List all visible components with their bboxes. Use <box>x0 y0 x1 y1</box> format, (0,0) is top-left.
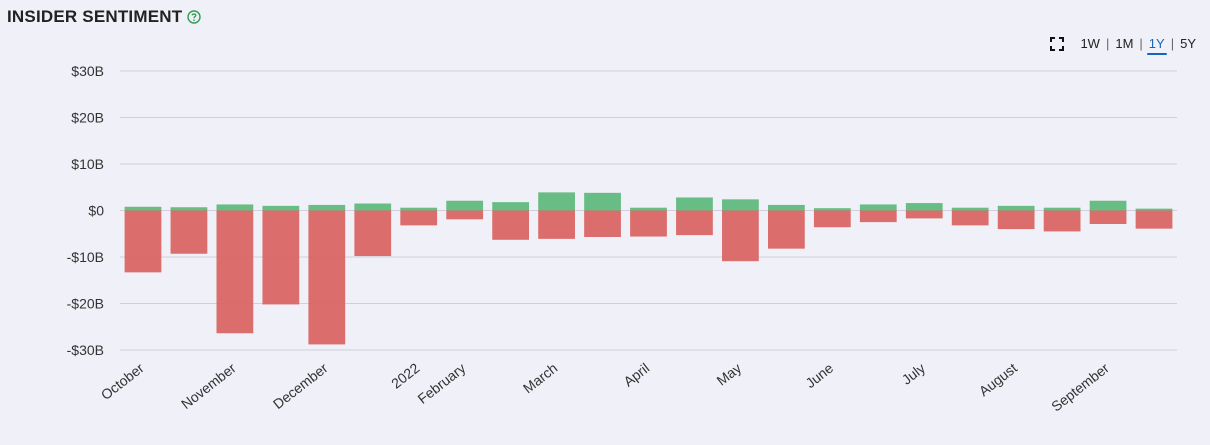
x-tick-label: April <box>620 360 652 390</box>
bar-sell <box>676 210 713 236</box>
help-circle-icon[interactable] <box>187 10 202 24</box>
range-1w-button[interactable]: 1W <box>1080 36 1100 51</box>
y-tick-label: $30B <box>71 63 104 79</box>
x-tick-label: July <box>899 360 928 388</box>
bar-sell <box>722 210 759 262</box>
y-tick-label: $0 <box>88 203 104 219</box>
range-1y-button[interactable]: 1Y <box>1145 36 1169 55</box>
bar-sell <box>1089 210 1127 224</box>
bar-buy <box>216 204 254 211</box>
bar-buy <box>400 207 438 211</box>
bar-buy <box>308 204 346 211</box>
bar-sell <box>354 210 392 257</box>
expand-icon[interactable] <box>1050 36 1065 51</box>
x-tick-label: November <box>178 360 239 413</box>
section-header: INSIDER SENTIMENT <box>7 7 202 27</box>
y-tick-label: $10B <box>71 156 104 172</box>
bar-sell <box>859 210 897 223</box>
bar-sell <box>813 210 851 228</box>
bar-sell <box>905 210 943 219</box>
x-tick-label: August <box>976 360 1020 400</box>
bar-buy <box>1043 207 1081 211</box>
bar-sell <box>997 210 1035 230</box>
bar-sell <box>492 210 530 240</box>
x-tick-label: December <box>270 360 331 413</box>
section-title: INSIDER SENTIMENT <box>7 7 183 26</box>
bar-buy <box>767 204 805 211</box>
range-separator: | <box>1170 36 1175 51</box>
x-tick-label: March <box>520 360 561 397</box>
bar-buy <box>859 204 897 211</box>
bar-sell <box>951 210 989 226</box>
bar-buy <box>997 205 1035 211</box>
x-tick-label: February <box>415 360 469 407</box>
bar-buy <box>492 202 530 211</box>
bar-buy <box>1089 200 1127 211</box>
bar-sell <box>538 210 575 239</box>
bar-sell <box>216 210 254 334</box>
bar-buy <box>951 207 989 211</box>
bar-buy <box>813 208 851 211</box>
bar-buy <box>170 207 208 211</box>
bar-buy <box>538 192 575 211</box>
y-tick-label: -$10B <box>67 249 104 265</box>
bar-buy <box>584 192 621 211</box>
bar-buy <box>905 203 943 211</box>
bar-buy <box>262 205 300 211</box>
bar-sell <box>1043 210 1081 232</box>
x-tick-label: October <box>98 360 147 403</box>
bar-sell <box>1135 210 1173 229</box>
y-tick-label: $20B <box>71 110 104 126</box>
range-separator: | <box>1105 36 1110 51</box>
bar-sell <box>767 210 805 249</box>
bar-sell <box>630 210 667 237</box>
bar-buy <box>1135 208 1173 211</box>
x-tick-label: 2022 <box>388 360 423 392</box>
bar-sell <box>446 210 484 220</box>
range-separator: | <box>1139 36 1143 51</box>
y-tick-label: -$30B <box>67 342 104 358</box>
bar-buy <box>630 207 667 211</box>
bar-sell <box>400 210 438 226</box>
bar-sell <box>170 210 208 254</box>
bar-buy <box>676 197 713 211</box>
bar-buy <box>446 200 484 211</box>
range-1m-button[interactable]: 1M <box>1115 36 1134 51</box>
bar-buy <box>124 206 162 211</box>
bar-sell <box>308 210 346 345</box>
bar-buy <box>354 203 392 211</box>
y-tick-label: -$20B <box>67 296 104 312</box>
bar-sell <box>584 210 621 238</box>
bar-sell <box>262 210 300 305</box>
x-tick-label: September <box>1048 360 1112 415</box>
x-tick-label: June <box>802 360 836 391</box>
x-tick-label: May <box>714 360 745 389</box>
bar-sell <box>124 210 162 273</box>
range-5y-button[interactable]: 5Y <box>1180 36 1196 51</box>
range-selector: 1W | 1M | 1Y | 5Y <box>1050 36 1200 55</box>
bar-buy <box>722 199 759 211</box>
